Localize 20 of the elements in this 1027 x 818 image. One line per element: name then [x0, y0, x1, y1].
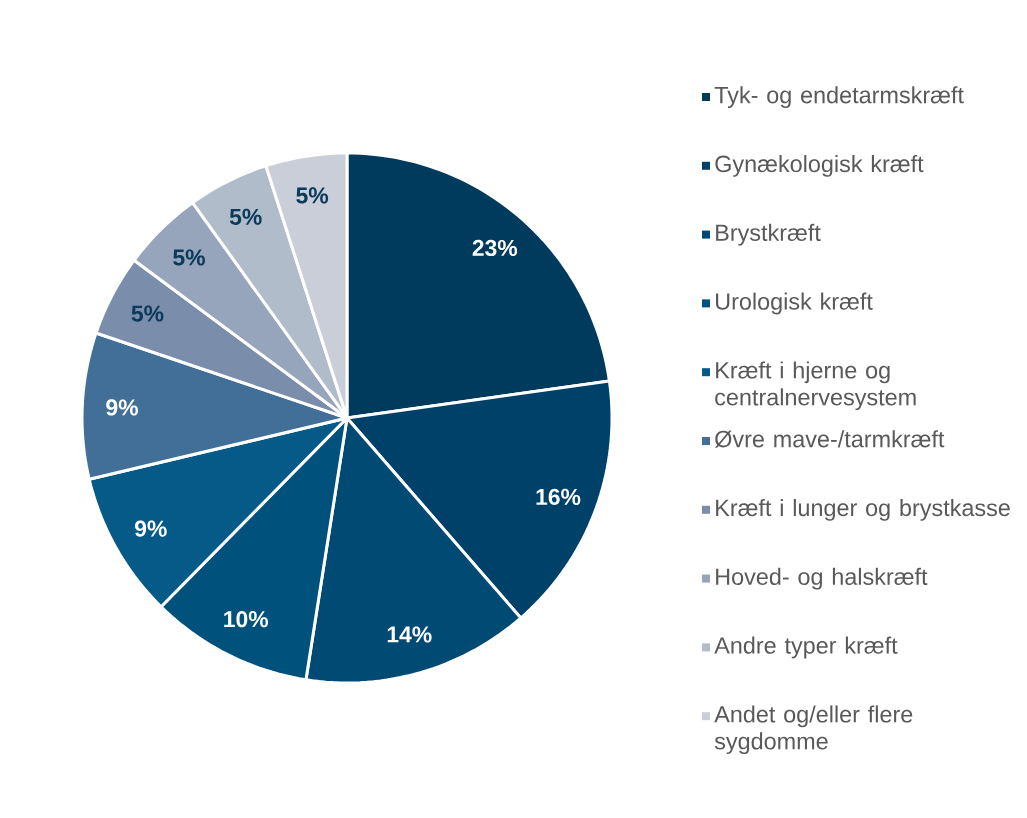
data-label: 10%	[224, 611, 269, 628]
data-label: 5%	[131, 305, 164, 322]
legend-label: Andet og/eller flere sygdomme	[714, 705, 913, 755]
legend-label: Hoved- og halskræft	[716, 567, 928, 590]
data-label: 23%	[472, 239, 518, 257]
data-label: 14%	[387, 626, 432, 643]
legend-label: Urologisk kræft	[716, 292, 873, 315]
legend-label: Andre typer kræft	[714, 636, 898, 659]
data-label: 16%	[536, 488, 581, 505]
data-label: 5%	[173, 249, 205, 266]
data-label: 9%	[106, 399, 138, 416]
data-label: 5%	[229, 208, 262, 225]
data-label: 9%	[135, 520, 167, 537]
legend-label: Gynækologisk kræft	[715, 155, 924, 177]
legend-label: Kræft i lunger og brystkasse	[716, 499, 1010, 521]
legend-label: Tyk- og endetarmskræft	[714, 86, 964, 109]
legend-label: Kræft i hjerne og centralnervesystem	[715, 361, 916, 411]
legend-label: Øvre mave-/tarmkræft	[715, 430, 945, 448]
data-label: 5%	[296, 187, 329, 204]
legend-label: Brystkræft	[716, 223, 821, 246]
